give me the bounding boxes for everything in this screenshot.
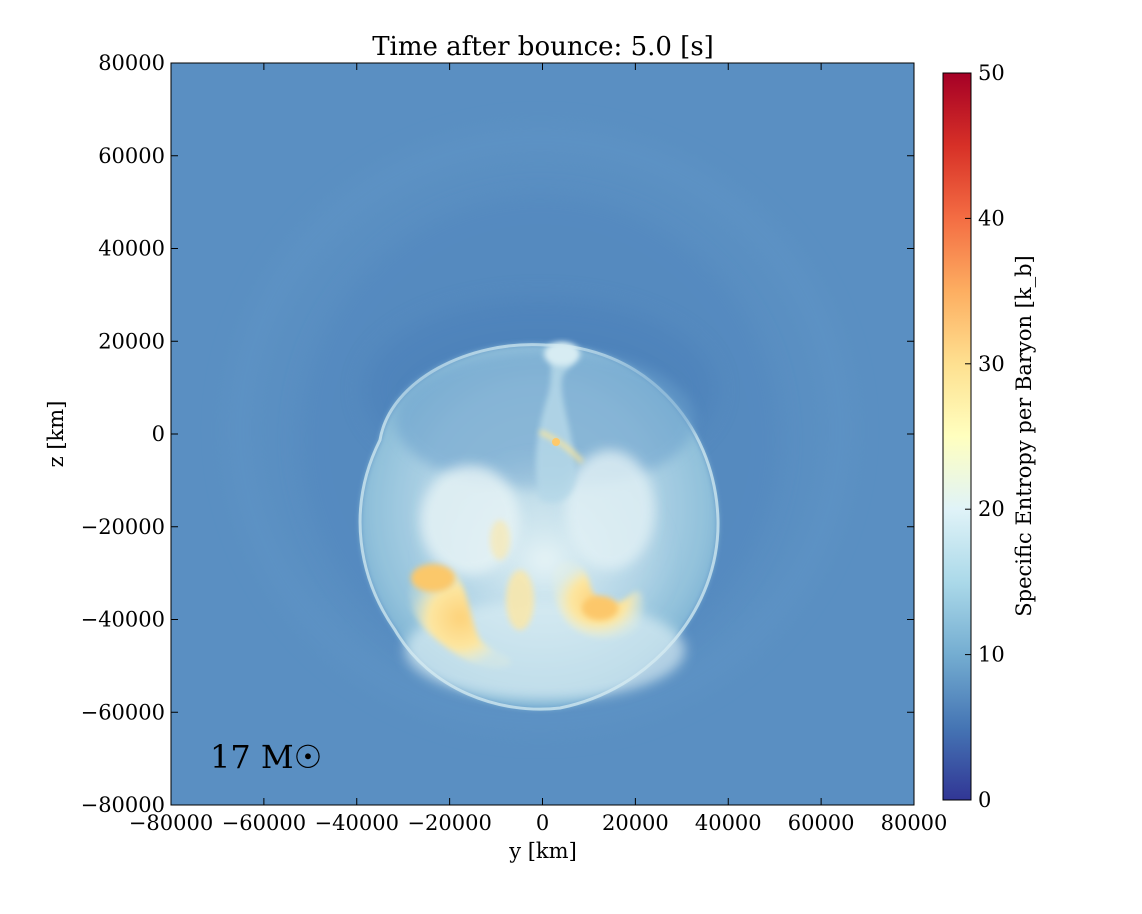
y-axis-label: z [km] xyxy=(44,401,68,468)
heatmap-image xyxy=(171,63,914,805)
x-tick-label: −60000 xyxy=(222,811,306,835)
y-tick-label: −80000 xyxy=(81,793,165,817)
x-tick-label: −80000 xyxy=(129,811,213,835)
y-tick-label: 60000 xyxy=(98,144,165,168)
colorbar xyxy=(942,72,972,801)
colorbar-tick-label: 50 xyxy=(978,61,1005,85)
y-tick-label: −60000 xyxy=(81,700,165,724)
colorbar-ticks: 0 10 20 30 40 50 xyxy=(965,61,1005,812)
y-tick-label: −20000 xyxy=(81,515,165,539)
y-tick-label: 40000 xyxy=(98,237,165,261)
x-axis-label: y [km] xyxy=(508,839,577,863)
y-tick-label: −40000 xyxy=(81,608,165,632)
x-tick-label: 60000 xyxy=(788,811,855,835)
y-tick-label: 80000 xyxy=(98,51,165,75)
x-tick-label: 20000 xyxy=(602,811,669,835)
colorbar-tick-label: 10 xyxy=(978,643,1005,667)
x-tick-label: 80000 xyxy=(881,811,948,835)
colorbar-tick-label: 30 xyxy=(978,352,1005,376)
colorbar-tick-label: 20 xyxy=(978,497,1005,521)
colorbar-label: Specific Entropy per Baryon [k_b] xyxy=(1012,255,1036,616)
x-tick-label: −40000 xyxy=(315,811,399,835)
y-tick-label: 20000 xyxy=(98,329,165,353)
colorbar-tick-label: 0 xyxy=(978,788,991,812)
y-tick-label: 0 xyxy=(152,422,165,446)
x-axis-ticks: −80000 −60000 −40000 −20000 0 20000 40000 60000… xyxy=(129,63,948,835)
x-tick-label: 0 xyxy=(536,811,549,835)
x-tick-label: 40000 xyxy=(695,811,762,835)
y-axis-ticks: −80000 −60000 −40000 −20000 0 20000 40000 60000… xyxy=(81,51,914,817)
x-tick-label: −20000 xyxy=(407,811,491,835)
colorbar-tick-label: 40 xyxy=(978,206,1005,230)
mass-annotation: 17 M☉ xyxy=(210,738,322,776)
chart-title: Time after bounce: 5.0 [s] xyxy=(372,32,714,62)
